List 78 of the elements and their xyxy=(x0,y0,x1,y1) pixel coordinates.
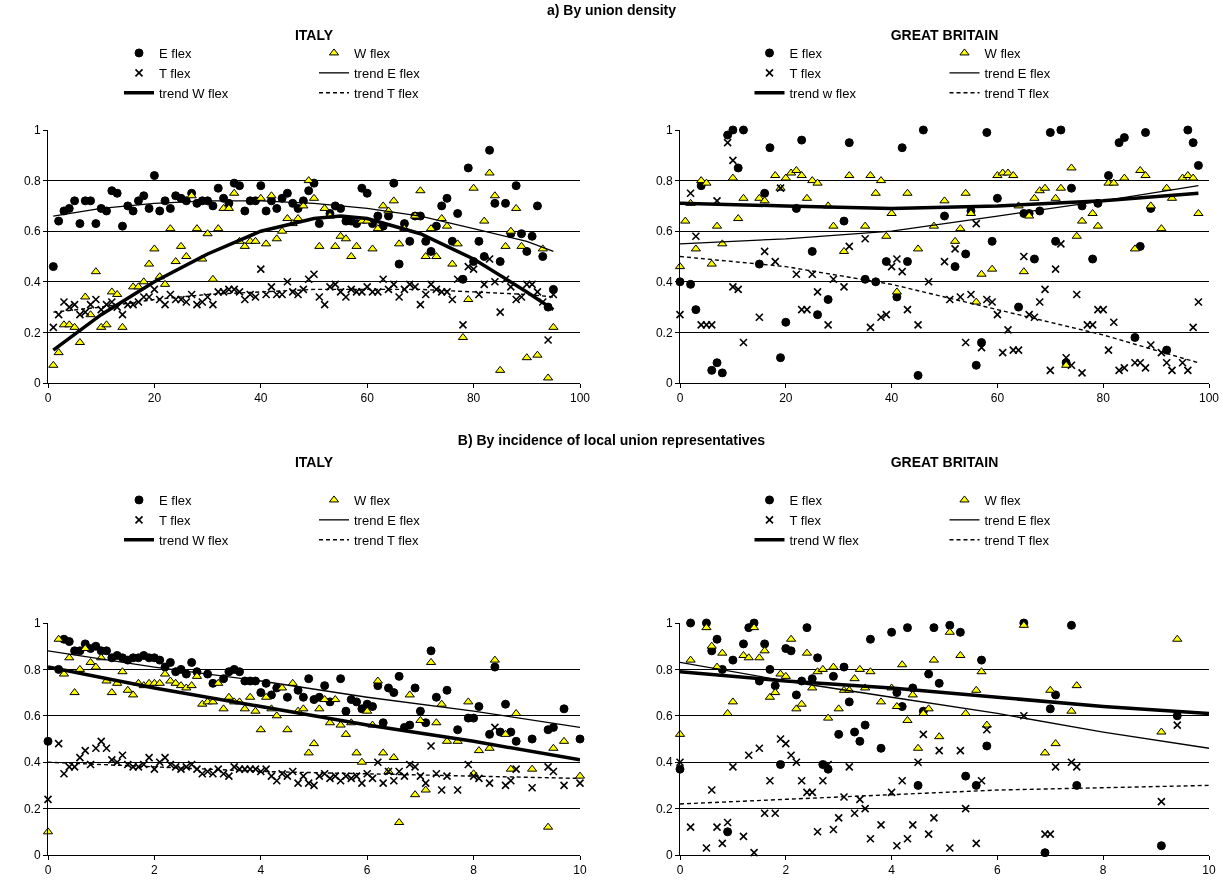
x-tick-label: 60 xyxy=(990,391,1005,406)
y-tick-label: 0.6 xyxy=(655,224,673,239)
legend-label: T flex xyxy=(159,65,192,81)
x-tick-label: 60 xyxy=(360,391,375,406)
chart-title: ITALY xyxy=(294,26,334,43)
legend-label: E flex xyxy=(159,493,193,509)
legend-label: trend T flex xyxy=(354,85,420,101)
legend-label: trend W flex xyxy=(789,532,860,548)
x-tick-label: 4 xyxy=(257,863,265,878)
x-tick-label: 10 xyxy=(573,863,587,878)
legend-label: E flex xyxy=(789,493,823,509)
x-tick-label: 40 xyxy=(884,391,899,406)
legend-label: trend E flex xyxy=(354,512,421,528)
chart-title: ITALY xyxy=(294,453,334,470)
x-tick-label: 80 xyxy=(1096,391,1111,406)
y-tick-label: 0.2 xyxy=(23,325,41,340)
x-tick-label: 8 xyxy=(470,863,478,878)
legend-label: trend T flex xyxy=(984,85,1050,101)
y-tick-label: 0.8 xyxy=(655,662,673,677)
legend-label: trend T flex xyxy=(354,532,420,548)
x-tick-label: 2 xyxy=(151,863,159,878)
y-tick-label: 0 xyxy=(665,848,673,863)
x-tick-label: 4 xyxy=(888,863,896,878)
x-tick-label: 100 xyxy=(569,391,591,406)
legend-label: T flex xyxy=(789,65,822,81)
y-tick-label: 0.4 xyxy=(655,275,673,289)
y-tick-label: 0.4 xyxy=(655,755,673,770)
legend-label: E flex xyxy=(789,46,823,62)
y-tick-label: 0.4 xyxy=(23,275,41,289)
legend-label: trend w flex xyxy=(789,85,857,101)
y-tick-label: 0.2 xyxy=(655,801,673,816)
x-tick-label: 8 xyxy=(1099,863,1107,878)
legend-label: W flex xyxy=(354,493,391,509)
x-tick-label: 0 xyxy=(44,863,52,878)
legend-label: W flex xyxy=(984,493,1022,509)
y-tick-label: 0 xyxy=(33,848,41,863)
x-tick-label: 10 xyxy=(1202,863,1216,878)
legend-label: E flex xyxy=(159,46,193,62)
legend-label: T flex xyxy=(159,512,192,528)
legend-label: T flex xyxy=(789,512,822,528)
x-tick-label: 6 xyxy=(363,863,371,878)
legend-label: trend W flex xyxy=(159,532,229,548)
legend-label: trend T flex xyxy=(984,532,1050,548)
y-tick-label: 0.8 xyxy=(655,173,673,188)
legend-label: trend W flex xyxy=(159,85,229,101)
y-tick-label: 0.6 xyxy=(655,709,673,723)
y-tick-label: 0.4 xyxy=(23,755,41,770)
legend-label: trend E flex xyxy=(984,512,1051,528)
y-tick-label: 1 xyxy=(665,123,673,138)
x-tick-label: 20 xyxy=(779,391,793,406)
y-tick-label: 1 xyxy=(665,616,673,631)
text: B) By incidence of local union representatives xyxy=(456,432,767,448)
x-tick-label: 0 xyxy=(44,391,52,406)
y-tick-label: 0.2 xyxy=(655,325,673,340)
y-tick-label: 1 xyxy=(33,616,41,631)
x-tick-label: 40 xyxy=(254,391,268,406)
x-tick-label: 80 xyxy=(466,391,481,406)
legend-label: trend E flex xyxy=(354,65,421,81)
y-tick-label: 0.6 xyxy=(23,709,41,723)
x-tick-label: 0 xyxy=(676,863,684,878)
legend-label: trend E flex xyxy=(984,65,1051,81)
y-tick-label: 0.8 xyxy=(23,173,41,188)
chart-title: GREAT BRITAIN xyxy=(890,453,999,470)
y-tick-label: 1 xyxy=(33,123,41,138)
x-tick-label: 20 xyxy=(147,391,162,406)
y-tick-label: 0.8 xyxy=(23,662,41,677)
x-tick-label: 6 xyxy=(994,863,1002,878)
text: a) By union density xyxy=(545,2,678,18)
legend-label: W flex xyxy=(354,46,391,62)
y-tick-label: 0 xyxy=(665,376,673,391)
y-tick-label: 0.2 xyxy=(23,801,41,816)
x-tick-label: 100 xyxy=(1198,391,1220,406)
x-tick-label: 2 xyxy=(782,863,790,878)
legend-label: W flex xyxy=(984,46,1022,62)
y-tick-label: 0.6 xyxy=(23,224,41,239)
y-tick-label: 0 xyxy=(33,376,41,391)
chart-title: GREAT BRITAIN xyxy=(890,26,999,43)
x-tick-label: 0 xyxy=(676,391,684,406)
